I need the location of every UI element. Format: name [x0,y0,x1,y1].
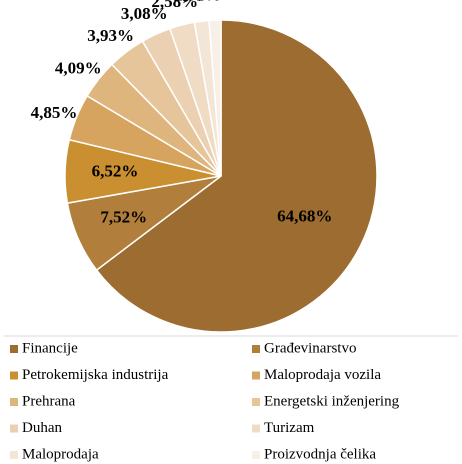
legend-swatch [10,345,18,353]
legend-label: Energetski inženjering [264,393,400,409]
legend-label: Financije [22,340,78,356]
data-label: 1,51% [174,0,221,4]
legend-label: Turizam [264,420,315,436]
legend-swatch [10,424,18,433]
legend-swatch [252,345,260,353]
legend-label: Duhan [22,420,62,436]
legend-swatch [10,371,18,380]
legend-label: Prehrana [22,393,76,409]
data-label: 4,09% [55,58,102,77]
data-label: 2,58% [151,0,198,11]
data-label: 1,22% [190,0,237,2]
data-label: 6,52% [92,162,139,181]
data-label: 3,93% [87,26,134,45]
legend-swatch [10,451,18,459]
legend-label: Petrokemijska industrija [22,367,169,383]
legend-swatch [252,371,260,380]
pie-slice [208,19,222,177]
legend-label: Građevinarstvo [264,340,356,356]
legend-swatch [252,398,260,406]
data-label: 4,85% [31,103,78,122]
legend-swatch [252,424,260,433]
data-label: 3,08% [121,4,168,23]
pie-slice [95,19,378,333]
legend-swatch [252,451,260,459]
data-label: 64,68% [277,207,332,226]
legend-label: Maloprodaja vozila [264,367,381,383]
data-label: 7,52% [100,207,147,226]
legend-label: Proizvodnja čelika [264,446,376,462]
legend-swatch [10,398,18,406]
legend-label: Maloprodaja [22,446,99,462]
